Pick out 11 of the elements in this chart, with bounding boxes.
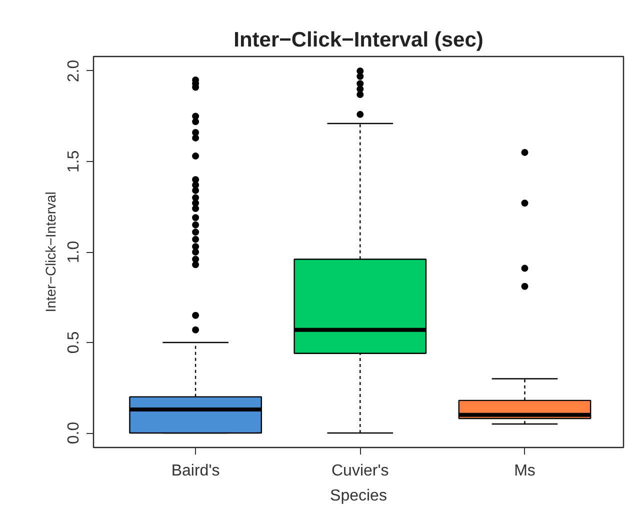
x-axis-title: Species [330,488,387,504]
y-tick-label: 0.0 [66,422,82,444]
x-tick-label: Cuvier's [332,462,389,480]
y-tick-label: 0.5 [66,331,82,354]
y-tick-label: 1.5 [66,150,82,173]
chart-title: Inter−Click−Interval (sec) [234,28,484,52]
y-tick-label: 1.0 [66,240,82,264]
y-axis-title: Inter−Click−Interval [42,192,58,312]
x-tick-label: Baird's [171,462,220,480]
y-tick-label: 2.0 [66,60,82,82]
x-tick-label: Ms [514,462,536,480]
